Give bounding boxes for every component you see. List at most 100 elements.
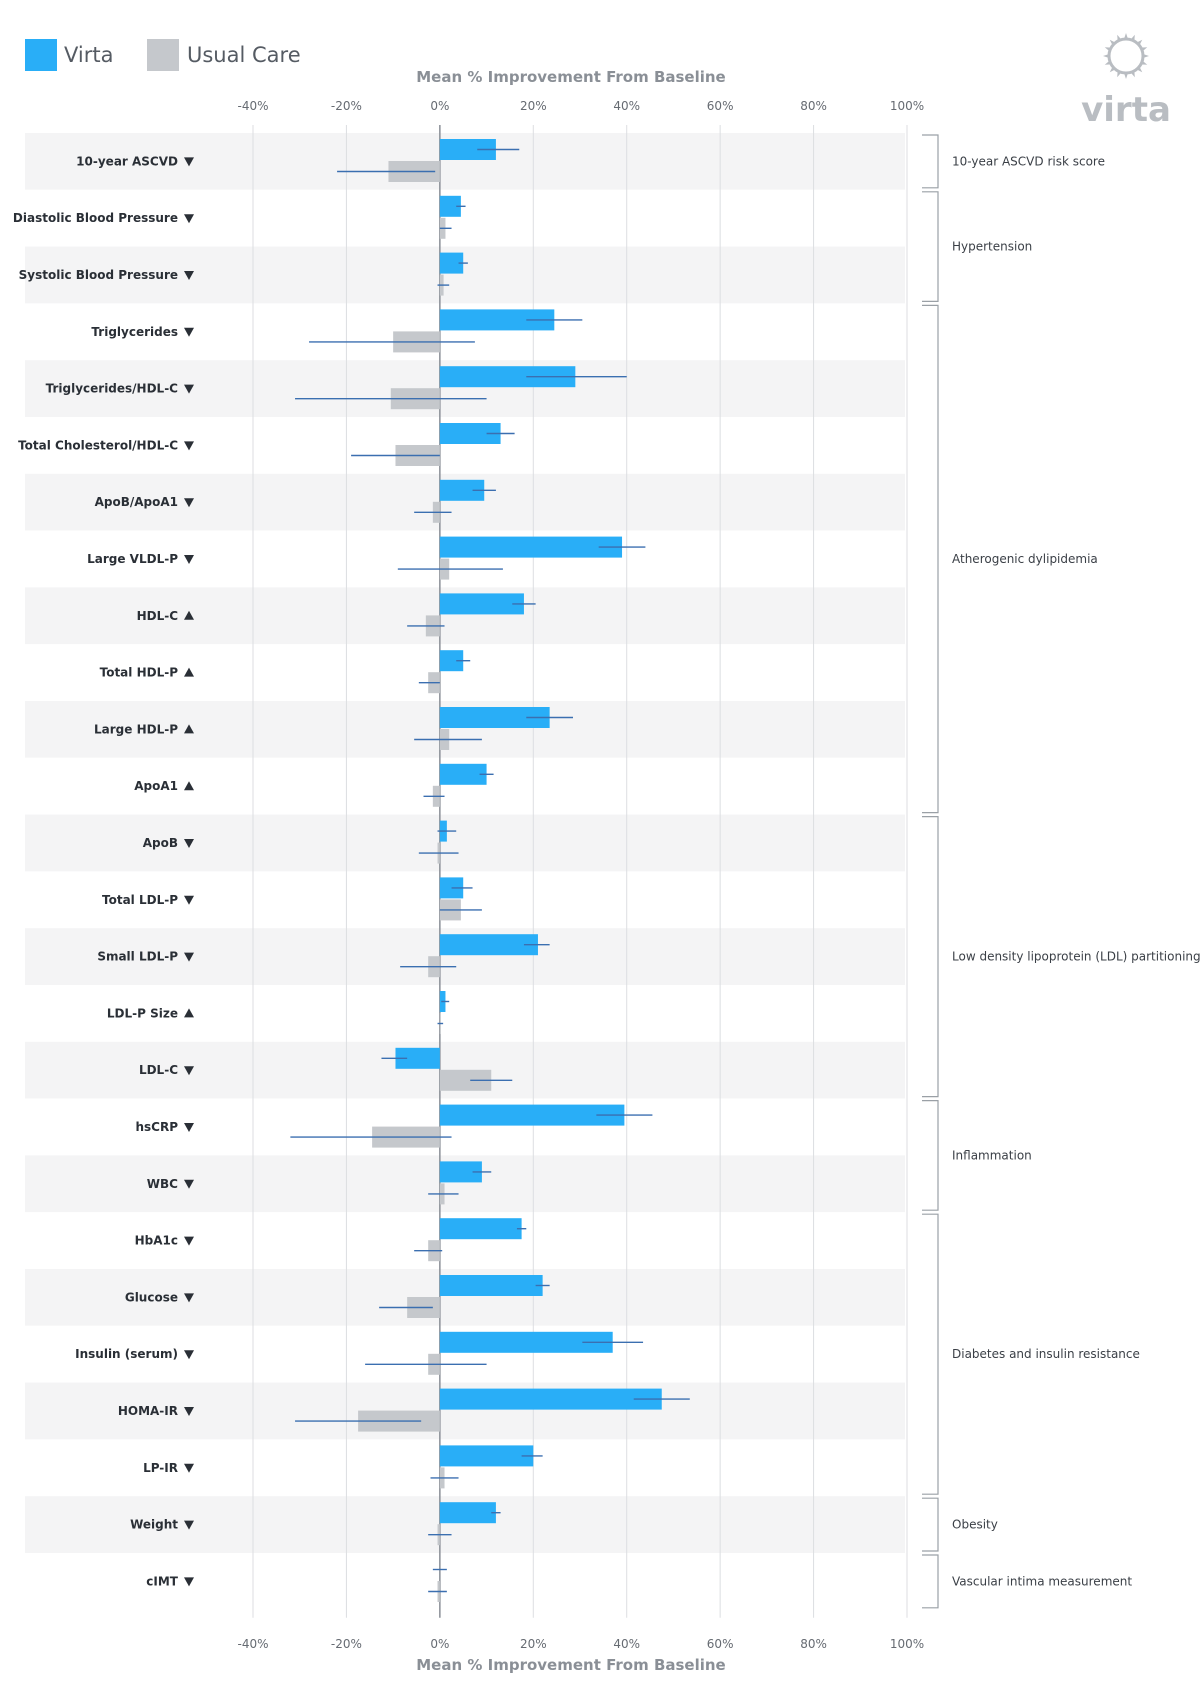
tick-label: 20% <box>520 1637 547 1651</box>
group-label: Diabetes and insulin resistance <box>952 1347 1140 1361</box>
group-bracket <box>922 1100 939 1211</box>
group-bracket <box>922 1554 939 1609</box>
bars <box>290 139 690 1602</box>
metric-label: ApoA1 <box>134 779 178 793</box>
arrow-up-icon <box>184 724 194 734</box>
sun-icon <box>1103 33 1149 79</box>
bar-virta <box>439 763 487 785</box>
metric-labels: 10-year ASCVD Diastolic Blood Pressure Sys… <box>13 154 194 1588</box>
bar-virta <box>439 1331 613 1353</box>
arrow-up-icon <box>184 1008 194 1018</box>
arrow-down-icon <box>184 555 194 564</box>
metric-label: HDL-C <box>137 609 179 623</box>
bar-virta <box>439 139 496 160</box>
metric-label: Systolic Blood Pressure <box>19 268 178 282</box>
bar-virta <box>439 1388 662 1410</box>
group-bracket <box>922 1213 939 1495</box>
row-band <box>25 985 905 1042</box>
bar-usual-care <box>439 1069 492 1091</box>
arrow-down-icon <box>184 327 194 337</box>
arrow-up-icon <box>184 781 194 791</box>
sun-ray <box>1117 70 1122 78</box>
arrow-down-icon <box>184 441 194 451</box>
metric-label: LP-IR <box>143 1461 178 1475</box>
bar-virta <box>439 934 538 956</box>
tick-label: -40% <box>237 99 268 113</box>
arrow-down-icon <box>184 214 194 224</box>
metric-label: HbA1c <box>135 1234 178 1248</box>
logo-wordmark: virta <box>1081 90 1171 130</box>
group-label: Atherogenic dylipidemia <box>952 552 1098 566</box>
group-bracket <box>922 304 939 814</box>
metric-label: Triglycerides <box>91 325 178 339</box>
sun-ray <box>1142 53 1149 59</box>
arrow-up-icon <box>184 610 194 620</box>
legend-swatch-virta <box>25 39 57 71</box>
arrow-down-icon <box>184 1179 194 1189</box>
sun-ray <box>1109 39 1116 46</box>
bar-virta <box>439 1104 625 1126</box>
arrow-down-icon <box>184 1577 194 1587</box>
tick-label: 60% <box>707 99 734 113</box>
bar-virta <box>439 1445 534 1467</box>
tick-label: 100% <box>890 1637 924 1651</box>
legend: Virta Usual Care <box>25 39 301 71</box>
sun-ray <box>1104 60 1112 65</box>
metric-label: ApoB/ApoA1 <box>95 495 178 509</box>
arrow-down-icon <box>184 1293 194 1303</box>
group-label: Obesity <box>952 1518 998 1532</box>
row-band <box>25 1553 905 1610</box>
sun-ray <box>1103 53 1110 59</box>
sun-ray <box>1140 60 1148 65</box>
group-bracket <box>922 134 939 189</box>
bar-virta <box>439 366 576 388</box>
arrow-down-icon <box>184 1520 194 1530</box>
metric-label: hsCRP <box>135 1120 178 1134</box>
tick-label: -20% <box>331 99 362 113</box>
arrow-down-icon <box>184 952 194 962</box>
metric-label: LDL-P Size <box>107 1006 178 1020</box>
tick-label: 60% <box>707 1637 734 1651</box>
group-bracket <box>922 816 939 1098</box>
row-bands <box>25 133 905 1610</box>
bar-virta <box>439 536 623 558</box>
group-brackets: 10-year ASCVD risk score Hypertension Athe… <box>922 134 1200 1609</box>
group-label: Vascular intima measurement <box>952 1574 1132 1588</box>
tick-label: -20% <box>331 1637 362 1651</box>
bar-virta <box>439 1218 522 1240</box>
row-band <box>25 189 905 247</box>
tick-label: 0% <box>430 99 449 113</box>
x-axis-ticks-bottom: -40% -20% 0% 20% 40% 60% 80% 100% <box>237 1637 924 1651</box>
virta-logo: virta <box>1081 33 1171 130</box>
metric-label: HOMA-IR <box>118 1404 178 1418</box>
sun-ray <box>1123 33 1129 40</box>
row-band <box>25 814 905 872</box>
tick-label: 80% <box>800 99 827 113</box>
metric-label: 10-year ASCVD <box>76 154 178 168</box>
bar-virta <box>439 479 485 501</box>
arrow-down-icon <box>184 384 194 394</box>
tick-label: -40% <box>237 1637 268 1651</box>
metric-label: Large HDL-P <box>94 722 178 736</box>
group-bracket <box>922 191 939 302</box>
arrow-down-icon <box>184 1350 194 1360</box>
group-label: Low density lipoprotein (LDL) partitioni… <box>952 950 1200 964</box>
bar-virta <box>439 1161 482 1183</box>
arrow-down-icon <box>184 1066 194 1076</box>
group-label: Inflammation <box>952 1148 1032 1162</box>
metric-label: LDL-C <box>139 1063 178 1077</box>
metric-label: WBC <box>147 1177 178 1191</box>
sun-ray <box>1130 34 1135 42</box>
sun-ray <box>1136 66 1143 73</box>
tick-label: 40% <box>613 99 640 113</box>
bar-virta <box>439 195 461 217</box>
sun-ray <box>1109 66 1116 73</box>
sun-ray <box>1136 39 1143 46</box>
arrow-down-icon <box>184 1236 194 1246</box>
metric-label: Total Cholesterol/HDL-C <box>18 438 178 452</box>
tick-label: 80% <box>800 1637 827 1651</box>
metric-label: Large VLDL-P <box>87 552 178 566</box>
bar-virta <box>439 252 464 274</box>
sun-ray <box>1117 34 1122 42</box>
tick-label: 0% <box>430 1637 449 1651</box>
